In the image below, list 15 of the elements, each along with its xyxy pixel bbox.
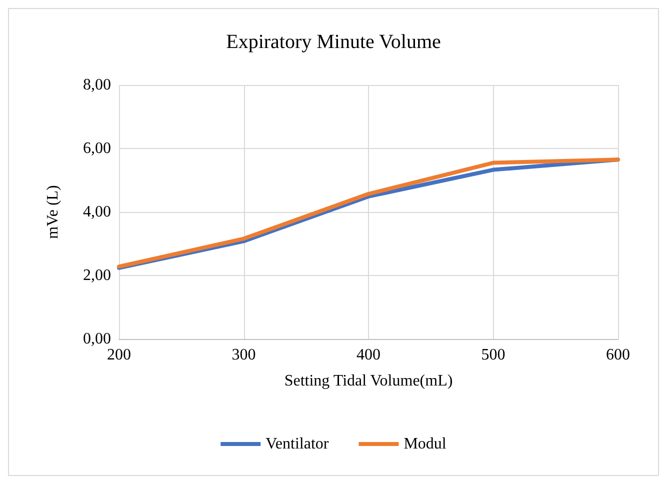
x-tick-label: 300 (232, 346, 256, 364)
y-tick-label: 2,00 (83, 267, 111, 284)
y-axis-title: mVe (L) (44, 185, 62, 239)
y-tick-label: 8,00 (83, 76, 111, 94)
chart-title: Expiratory Minute Volume (226, 31, 442, 53)
legend-label: Modul (404, 436, 447, 452)
legend-label: Ventilator (266, 436, 330, 452)
x-tick-label: 200 (107, 346, 131, 364)
x-tick-label: 600 (606, 346, 630, 364)
x-tick-label: 400 (356, 346, 380, 364)
y-tick-label: 6,00 (83, 140, 111, 157)
x-tick-label: 500 (481, 346, 506, 364)
y-tick-label: 4,00 (83, 204, 111, 220)
y-tick-label: 0,00 (83, 330, 111, 348)
x-axis-title: Setting Tidal Volume(mL) (284, 372, 453, 390)
